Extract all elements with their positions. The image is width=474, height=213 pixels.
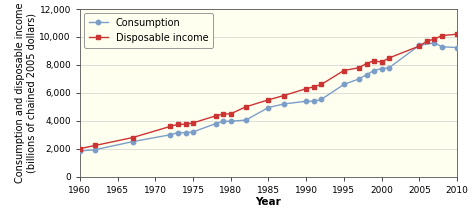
Consumption — [319, 98, 324, 101]
Disposable income — [386, 57, 392, 59]
Consumption — [281, 103, 286, 105]
Consumption — [265, 106, 271, 109]
Disposable income — [379, 61, 384, 63]
Disposable income — [454, 33, 460, 36]
Y-axis label: Consumption and disposable income
(billions of chained 2005 dollars): Consumption and disposable income (billi… — [15, 3, 36, 183]
Disposable income — [190, 122, 196, 124]
Consumption — [341, 83, 347, 86]
Consumption — [356, 78, 362, 80]
Disposable income — [77, 147, 83, 150]
Disposable income — [182, 123, 188, 125]
Disposable income — [281, 94, 286, 97]
Disposable income — [431, 38, 437, 40]
Legend: Consumption, Disposable income: Consumption, Disposable income — [84, 13, 213, 47]
Disposable income — [168, 125, 173, 128]
Disposable income — [130, 136, 136, 139]
Consumption — [130, 140, 136, 143]
Disposable income — [265, 99, 271, 101]
Consumption — [303, 100, 309, 102]
Consumption — [379, 67, 384, 70]
X-axis label: Year: Year — [255, 197, 282, 207]
Consumption — [175, 131, 181, 134]
Consumption — [168, 134, 173, 136]
Disposable income — [311, 86, 317, 88]
Consumption — [213, 122, 219, 125]
Disposable income — [356, 66, 362, 69]
Consumption — [364, 73, 369, 76]
Consumption — [92, 148, 98, 151]
Consumption — [439, 46, 445, 48]
Disposable income — [303, 87, 309, 90]
Disposable income — [424, 40, 430, 42]
Consumption — [220, 120, 226, 123]
Consumption — [77, 150, 83, 152]
Consumption — [243, 119, 249, 121]
Disposable income — [371, 59, 377, 62]
Consumption — [386, 66, 392, 69]
Disposable income — [228, 112, 234, 115]
Consumption — [182, 131, 188, 134]
Line: Disposable income: Disposable income — [78, 32, 459, 151]
Consumption — [371, 69, 377, 72]
Disposable income — [341, 69, 347, 72]
Disposable income — [175, 123, 181, 125]
Disposable income — [213, 115, 219, 117]
Consumption — [417, 44, 422, 47]
Disposable income — [417, 45, 422, 47]
Consumption — [190, 131, 196, 133]
Consumption — [431, 42, 437, 44]
Consumption — [228, 120, 234, 122]
Disposable income — [220, 113, 226, 115]
Disposable income — [243, 105, 249, 108]
Disposable income — [364, 62, 369, 65]
Disposable income — [92, 144, 98, 147]
Disposable income — [439, 34, 445, 37]
Consumption — [454, 46, 460, 49]
Line: Consumption: Consumption — [78, 41, 459, 153]
Disposable income — [319, 83, 324, 86]
Consumption — [311, 100, 317, 102]
